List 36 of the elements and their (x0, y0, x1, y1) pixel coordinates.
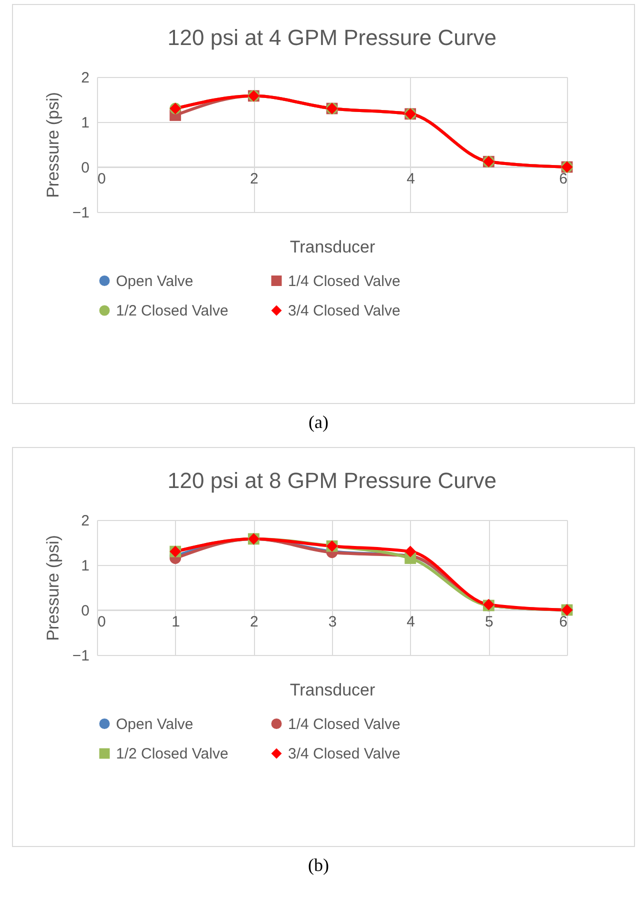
chart-title: 120 psi at 4 GPM Pressure Curve (168, 25, 496, 50)
legend-label: 3/4 Closed Valve (288, 302, 400, 320)
y-tick-label: −1 (72, 204, 90, 222)
y-tick-label: 1 (81, 114, 90, 132)
legend-label: 1/2 Closed Valve (116, 302, 228, 320)
x-tick-label: 0 (98, 170, 106, 188)
x-tick-label: 4 (406, 614, 416, 630)
y-tick-label: 0 (81, 160, 90, 176)
legend-label: 3/4 Closed Valve (288, 746, 400, 762)
x-axis-title: Transducer (290, 238, 376, 256)
y-tick-label: 0 (81, 602, 90, 620)
y-tick-label: −1 (72, 648, 90, 664)
y-axis-title: Pressure (psi) (43, 535, 62, 641)
x-tick-label: 0 (98, 614, 106, 630)
x-tick-label: 1 (172, 614, 180, 630)
y-tick-label: 2 (81, 512, 90, 530)
y-tick-label: 2 (81, 70, 90, 86)
x-tick-label: 3 (328, 614, 337, 630)
legend-label: 1/4 Closed Valve (288, 272, 400, 290)
point (404, 546, 416, 558)
x-tick-label: 6 (559, 614, 568, 630)
x-tick-label: 5 (484, 614, 494, 630)
legend-label: 1/4 Closed Valve (288, 716, 400, 733)
y-tick-label: 1 (81, 558, 90, 574)
x-tick-label: 6 (559, 170, 568, 188)
text: (b) (307, 855, 330, 876)
text: (a) (308, 412, 330, 433)
y-axis-title: Pressure (psi) (43, 92, 62, 198)
x-tick-label: 2 (250, 170, 258, 188)
x-tick-label: 2 (250, 614, 258, 630)
legend-label: 1/2 Closed Valve (116, 746, 228, 762)
legend-label: Open Valve (116, 272, 194, 290)
x-axis-title: Transducer (290, 680, 376, 700)
chart-title: 120 psi at 8 GPM Pressure Curve (168, 468, 496, 493)
legend-label: Open Valve (116, 716, 194, 733)
x-tick-label: 4 (406, 170, 416, 188)
